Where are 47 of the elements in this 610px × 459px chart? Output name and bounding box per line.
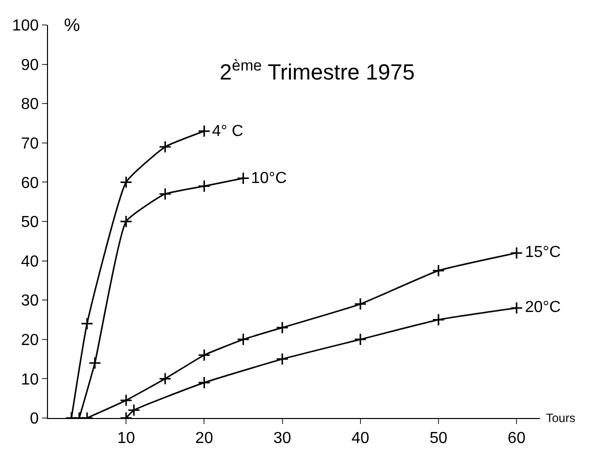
point xyxy=(88,356,102,370)
point xyxy=(510,302,523,314)
x-tick-label: 20 xyxy=(195,430,214,448)
y-tick-label: 60 xyxy=(21,174,39,192)
point xyxy=(198,124,211,138)
y-tick-label: 50 xyxy=(21,214,39,232)
point xyxy=(510,246,523,260)
point xyxy=(128,404,140,416)
x-tick-label: 50 xyxy=(430,430,448,448)
series-label: 10°C xyxy=(251,170,287,187)
point xyxy=(158,140,172,154)
x-tick-label: 40 xyxy=(351,430,370,448)
y-tick-label: 100 xyxy=(12,18,39,35)
y-axis-title: % xyxy=(64,15,80,35)
x-tick-label: 30 xyxy=(273,430,292,448)
y-tick-label: 0 xyxy=(30,410,39,428)
x-axis-title: Tours xyxy=(546,411,576,425)
y-tick-label: 70 xyxy=(21,136,39,152)
y-tick-label: 20 xyxy=(21,332,39,349)
point xyxy=(120,394,132,407)
point xyxy=(354,333,367,346)
series-label: 4° C xyxy=(212,123,244,140)
text: 2$^{ème}$ Trimestre 1975 xyxy=(220,57,415,85)
point xyxy=(432,264,445,277)
point xyxy=(198,180,211,192)
point xyxy=(354,298,367,310)
point xyxy=(432,313,445,326)
point xyxy=(236,172,250,185)
point xyxy=(198,348,211,362)
series-label: 20°C xyxy=(525,299,561,316)
point xyxy=(276,321,289,334)
point xyxy=(120,215,132,228)
point xyxy=(158,372,172,386)
y-tick-label: 40 xyxy=(21,253,39,270)
y-tick-label: 90 xyxy=(21,56,39,74)
y-tick-label: 10 xyxy=(21,371,39,388)
point xyxy=(236,333,250,346)
y-tick-label: 30 xyxy=(21,292,39,310)
point xyxy=(80,317,94,330)
point xyxy=(120,176,132,189)
x-tick-label: 60 xyxy=(508,430,526,448)
point xyxy=(276,352,289,366)
point xyxy=(198,376,211,389)
y-tick-label: 80 xyxy=(21,96,39,114)
point xyxy=(158,188,172,200)
x-tick-label: 10 xyxy=(117,430,136,448)
series-label: 15°C xyxy=(525,244,561,261)
